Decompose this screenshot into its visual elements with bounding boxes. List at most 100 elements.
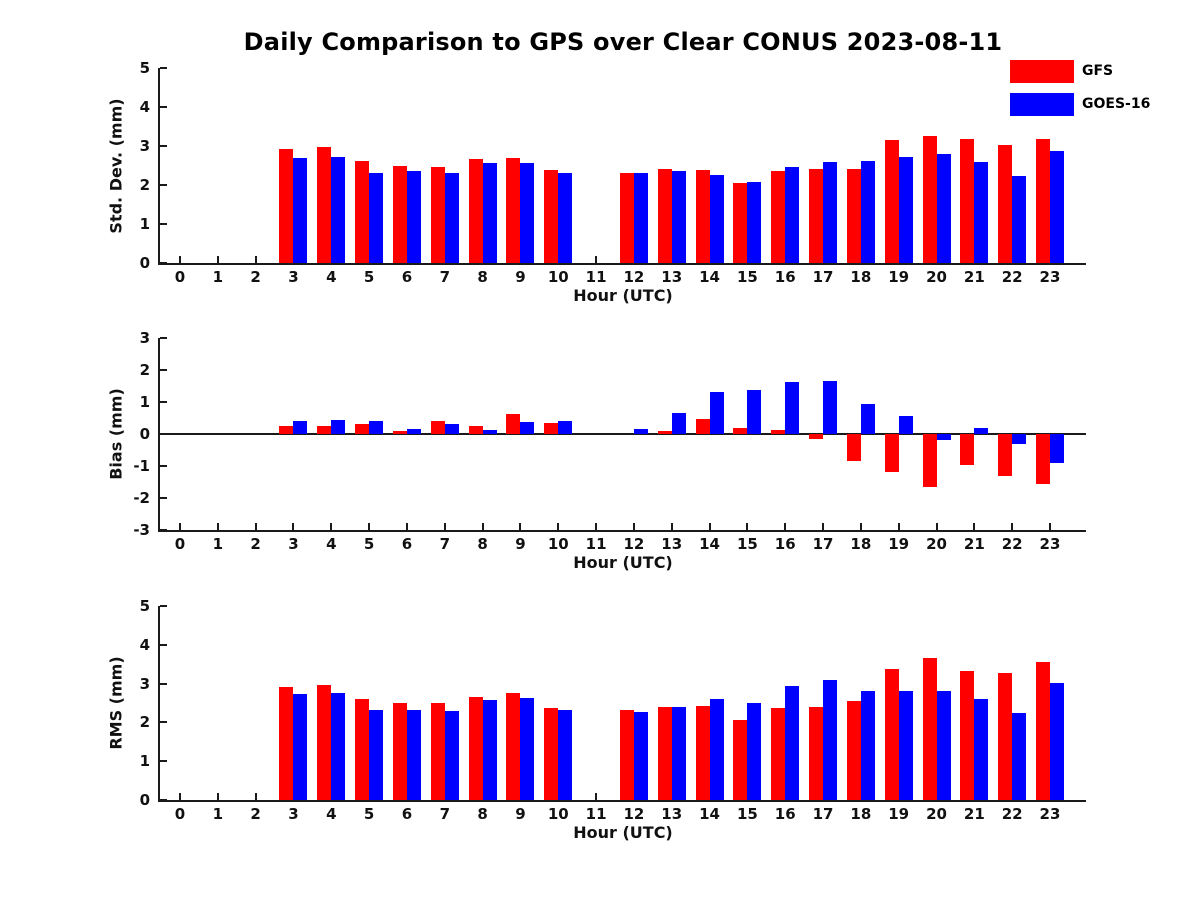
y-tick [160,643,167,646]
bar-gfs-hour-19 [884,668,899,800]
y-tick-label: 0 [139,791,150,809]
x-tick-label: 11 [585,535,607,553]
x-tick-label: 15 [736,535,758,553]
bar-goes16-hour-7 [444,710,459,800]
x-tick-label: 22 [1001,805,1023,823]
y-axis-label: RMS (mm) [106,656,126,750]
x-tick [1011,523,1014,530]
x-tick-label: 8 [477,805,488,823]
y-tick [160,145,167,147]
y-tick-label: 4 [139,635,150,654]
y-axis-line [158,606,160,802]
x-tick [670,523,673,530]
x-tick [254,793,257,800]
bar-gfs-hour-17 [809,706,824,800]
x-tick-label: 7 [439,805,450,823]
x-tick-label: 4 [326,268,337,286]
bar-goes16-hour-4 [331,156,346,263]
x-tick-label: 20 [926,268,947,286]
bar-goes16-hour-15 [747,181,762,263]
y-tick [160,337,167,339]
y-tick-label: 1 [139,752,150,771]
bar-gfs-hour-13 [657,168,672,263]
legend-swatch-goes16 [1010,93,1074,116]
bar-gfs-hour-18 [846,169,861,263]
bar-goes16-hour-13 [671,413,686,434]
bar-goes16-hour-12 [633,173,648,263]
bar-goes16-hour-23 [1049,151,1064,263]
bar-goes16-hour-4 [331,693,346,800]
y-tick [160,721,167,724]
bar-goes16-hour-17 [823,161,838,263]
bar-goes16-hour-10 [558,421,573,434]
bar-gfs-hour-19 [884,140,899,263]
y-tick-label: 0 [139,425,150,443]
x-tick [595,256,598,263]
x-tick-label: 0 [174,268,186,286]
x-tick-label: 12 [623,535,645,553]
x-tick-label: 21 [963,805,985,823]
x-tick-label: 16 [774,535,796,553]
bar-gfs-hour-5 [355,424,370,434]
y-tick-label: 1 [139,393,150,411]
y-axis-label: Bias (mm) [106,388,126,480]
bar-gfs-hour-8 [468,425,483,434]
bar-goes16-hour-9 [520,421,535,434]
bar-gfs-hour-14 [695,418,710,434]
x-tick-label: 7 [439,535,450,553]
bar-goes16-hour-18 [860,691,875,800]
bar-gfs-hour-12 [619,709,634,800]
bar-goes16-hour-18 [860,160,875,263]
x-tick-label: 10 [547,268,569,286]
bar-goes16-hour-22 [1012,176,1027,263]
bar-gfs-hour-3 [279,148,294,263]
y-tick-label: 2 [139,713,150,732]
x-tick-label: 14 [699,268,720,286]
bar-gfs-hour-20 [922,136,937,263]
x-tick [179,523,181,530]
x-tick-label: 13 [661,805,683,823]
bar-goes16-hour-10 [558,172,573,263]
bar-goes16-hour-16 [785,167,800,263]
x-tick [784,523,787,530]
x-tick [859,523,862,530]
x-tick-label: 5 [363,535,375,553]
x-tick-label: 19 [888,805,910,823]
x-tick-label: 23 [1039,805,1061,823]
bar-gfs-hour-23 [1035,139,1050,263]
bar-goes16-hour-22 [1012,434,1027,445]
x-tick-label: 8 [477,535,488,553]
x-tick [746,523,749,530]
bar-gfs-hour-22 [998,672,1013,800]
x-tick-label: 1 [212,268,224,286]
x-tick-label: 6 [401,535,413,553]
y-tick [160,760,167,763]
bar-gfs-hour-19 [884,434,899,473]
y-tick [160,799,167,801]
x-tick-label: 9 [515,805,526,823]
bar-gfs-hour-14 [695,705,710,800]
bar-goes16-hour-17 [823,680,838,800]
y-tick-label: -3 [133,521,150,539]
y-tick [160,682,167,685]
bar-gfs-hour-18 [846,434,861,462]
y-tick-label: 2 [139,361,150,379]
bar-gfs-hour-18 [846,701,861,800]
bar-gfs-hour-5 [355,160,370,263]
bar-goes16-hour-9 [520,698,535,800]
bar-goes16-hour-14 [709,175,724,263]
x-tick [708,523,711,530]
y-tick [160,401,167,403]
bar-gfs-hour-4 [317,426,332,434]
x-axis-label: Hour (UTC) [573,553,673,572]
bar-gfs-hour-17 [809,168,824,263]
x-tick-label: 3 [288,535,299,553]
legend-swatch-gfs [1010,60,1074,83]
bar-goes16-hour-20 [936,691,951,800]
x-tick-label: 22 [1001,535,1023,553]
y-tick [160,529,167,531]
x-tick-label: 10 [547,805,569,823]
zero-line [160,433,1086,435]
x-tick-label: 17 [812,535,834,553]
